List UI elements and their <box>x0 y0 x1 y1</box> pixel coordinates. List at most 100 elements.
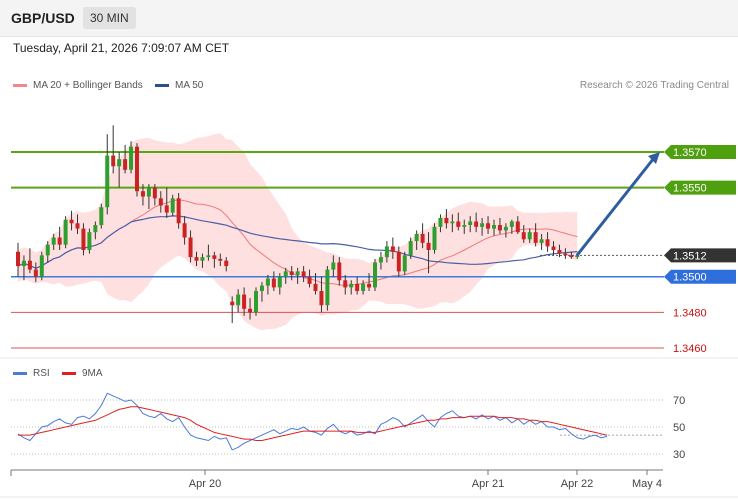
candle-body <box>509 221 514 227</box>
legend-swatch-ma20 <box>13 84 27 87</box>
candle-body <box>182 223 187 238</box>
candle-body <box>33 269 38 277</box>
candle-body <box>81 228 86 250</box>
candle-body <box>164 205 169 213</box>
candle-body <box>539 239 544 243</box>
forecast-arrow-head <box>648 152 660 164</box>
candle-body <box>450 221 455 224</box>
candle-body <box>408 241 413 256</box>
legend-swatch-rsi <box>13 372 27 375</box>
candle-body <box>277 276 282 288</box>
candle-body <box>123 159 128 170</box>
candle-body <box>140 191 145 197</box>
candle-body <box>456 221 461 227</box>
candle-body <box>474 221 479 227</box>
candle-body <box>212 255 217 259</box>
candle-body <box>361 283 366 291</box>
candle-body <box>176 198 181 224</box>
bollinger-band <box>18 133 578 331</box>
candle-body <box>129 146 134 170</box>
candle-body <box>236 294 241 306</box>
candle-body <box>444 217 449 224</box>
candle-body <box>188 237 193 258</box>
candle-body <box>117 159 122 167</box>
x-axis-label: Apr 21 <box>472 478 504 490</box>
legend-swatch-ma50 <box>155 84 169 87</box>
candle-body <box>57 237 62 245</box>
candle-body <box>248 308 253 313</box>
candle-body <box>521 232 526 240</box>
candle-body <box>69 219 74 224</box>
legend-rsi: RSI <box>13 368 50 379</box>
candle-body <box>135 146 139 192</box>
candle-body <box>325 269 330 306</box>
candle-body <box>39 255 44 277</box>
timeframe-button[interactable]: 30 MIN <box>83 7 136 29</box>
legend-swatch-9ma <box>62 372 76 375</box>
level-tag-1-3550 <box>664 180 736 195</box>
candle-body <box>426 242 431 250</box>
candle-body <box>218 258 223 261</box>
candle-body <box>230 301 235 306</box>
candle-body <box>111 155 116 167</box>
candle-body <box>259 285 264 291</box>
candle-body <box>301 271 306 277</box>
rsi-series-rsi <box>17 392 608 451</box>
forecast-arrow-shaft <box>575 157 656 257</box>
chart-datetime: Tuesday, April 21, 2026 7:09:07 AM CET <box>13 41 230 55</box>
level-tag-1-3500 <box>664 269 736 284</box>
candle-body <box>396 251 401 272</box>
candle-body <box>402 255 407 272</box>
candle-body <box>271 278 276 288</box>
level-label-1-3480: 1.3480 <box>673 307 707 319</box>
candle-body <box>105 155 110 208</box>
candle-body <box>557 250 562 254</box>
candle-body <box>462 225 467 227</box>
legend-label-ma20: MA 20 + Bollinger Bands <box>33 80 143 91</box>
candle-body <box>45 244 50 256</box>
legend-label-rsi: RSI <box>33 368 50 379</box>
rsi-tick-70: 70 <box>673 395 685 407</box>
x-axis-label: May 4 <box>632 478 662 490</box>
candle-body <box>146 187 151 197</box>
candle-body <box>343 280 348 288</box>
candle-body <box>307 276 312 284</box>
level-label-1-3460: 1.3460 <box>673 343 707 355</box>
rsi-tick-50: 50 <box>673 422 685 434</box>
legend-label-9ma: 9MA <box>82 368 103 379</box>
candle-body <box>349 283 354 288</box>
candle-body <box>373 262 377 288</box>
candle-body <box>51 237 56 245</box>
candle-body <box>515 221 520 233</box>
candle-body <box>254 290 258 313</box>
level-label-1-3550: 1.3550 <box>673 183 707 195</box>
candle-body <box>432 226 437 250</box>
candle-body <box>289 271 294 275</box>
candle-body <box>420 233 425 243</box>
candle-body <box>468 221 473 226</box>
rsi-tick-30: 30 <box>673 449 685 461</box>
candle-body <box>378 257 383 263</box>
level-label-1-3570: 1.3570 <box>673 147 707 159</box>
candle-body <box>414 233 419 242</box>
candle-body <box>390 246 395 252</box>
candle-body <box>527 232 532 240</box>
level-label-1-3512: 1.3512 <box>673 250 707 262</box>
x-axis-label: Apr 20 <box>189 478 221 490</box>
level-tag-1-3570 <box>664 145 736 159</box>
rsi-series-9ma <box>18 406 608 441</box>
ma50-line <box>17 215 578 269</box>
candle-body <box>575 255 580 258</box>
candle-body <box>93 225 98 233</box>
candle-body <box>242 294 247 309</box>
candle-body <box>16 251 20 267</box>
candle-body <box>337 262 342 281</box>
x-axis-label: Apr 22 <box>561 478 593 490</box>
candle-body <box>21 260 26 267</box>
symbol-title: GBP/USD <box>11 10 75 26</box>
candle-body <box>75 223 80 229</box>
candle-body <box>283 271 288 277</box>
candle-body <box>63 219 68 245</box>
candle-body <box>170 198 175 213</box>
